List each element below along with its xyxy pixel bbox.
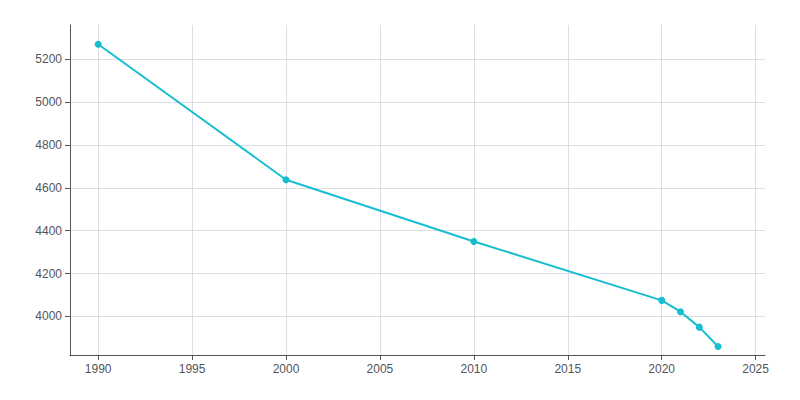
svg-text:5200: 5200 — [35, 52, 62, 66]
svg-text:5000: 5000 — [35, 95, 62, 109]
svg-text:2025: 2025 — [742, 362, 769, 376]
svg-text:4400: 4400 — [35, 224, 62, 238]
svg-text:2000: 2000 — [273, 362, 300, 376]
svg-text:2005: 2005 — [367, 362, 394, 376]
svg-text:2020: 2020 — [648, 362, 675, 376]
svg-text:4200: 4200 — [35, 267, 62, 281]
svg-text:2010: 2010 — [460, 362, 487, 376]
svg-text:4800: 4800 — [35, 138, 62, 152]
svg-text:4600: 4600 — [35, 181, 62, 195]
svg-text:4000: 4000 — [35, 309, 62, 323]
svg-text:1990: 1990 — [85, 362, 112, 376]
svg-text:1995: 1995 — [179, 362, 206, 376]
svg-text:2015: 2015 — [554, 362, 581, 376]
